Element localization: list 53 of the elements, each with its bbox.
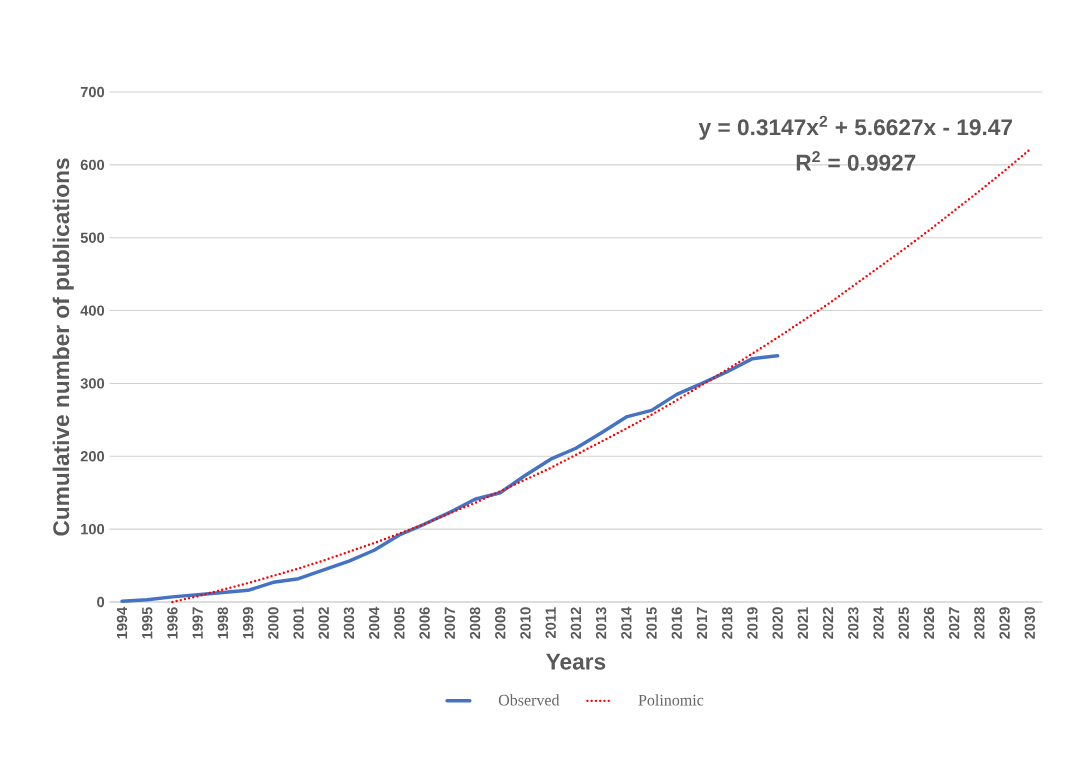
x-tick-label: 2013 bbox=[595, 607, 607, 639]
x-tick-label: 2012 bbox=[570, 607, 582, 639]
y-tick-label: 100 bbox=[81, 523, 105, 535]
x-tick-label: 1998 bbox=[217, 607, 229, 639]
line-series bbox=[120, 354, 780, 604]
x-tick-label: 1997 bbox=[192, 607, 203, 639]
x-tick-label: 2030 bbox=[1024, 607, 1035, 639]
annotation: R$^{2}$ = 0.9927 bbox=[796, 151, 916, 171]
x-tick-label: 2009 bbox=[495, 607, 506, 639]
x-tick-label: 2018 bbox=[722, 607, 733, 639]
x-tick-label: 2020 bbox=[772, 607, 783, 639]
x-tick-label: 2027 bbox=[948, 607, 960, 639]
x-tick-label: 2022 bbox=[822, 607, 834, 639]
legend-label: Polinomic bbox=[638, 694, 704, 706]
x-tick-label: 2014 bbox=[621, 606, 632, 639]
x-tick-label: 1999 bbox=[242, 607, 254, 639]
x-tick-label: 2028 bbox=[974, 607, 985, 639]
x-tick-label: 2007 bbox=[444, 607, 456, 639]
y-axis-title: Cumulative number of publications bbox=[52, 158, 74, 536]
y-tick-label: 700 bbox=[80, 86, 105, 98]
x-tick-label: 2005 bbox=[394, 607, 405, 639]
x-tick-label: 2029 bbox=[999, 607, 1010, 639]
y-tick-label: 200 bbox=[80, 451, 105, 462]
x-tick-label: 2006 bbox=[419, 607, 430, 639]
x-tick-label: 2021 bbox=[797, 607, 809, 639]
legend-label: Observed bbox=[498, 694, 560, 706]
x-tick-label: 2008 bbox=[469, 607, 481, 639]
y-tick-label: 400 bbox=[80, 305, 105, 316]
x-tick-label: 2023 bbox=[848, 607, 859, 639]
x-tick-label: 1996 bbox=[167, 607, 178, 639]
x-tick-label: 2001 bbox=[293, 607, 304, 639]
x-axis-title: Years bbox=[546, 653, 606, 670]
x-tick-label: 2002 bbox=[318, 607, 329, 639]
x-tick-label: 1994 bbox=[116, 606, 128, 639]
x-tick-label: 2016 bbox=[671, 607, 682, 639]
x-tick-label: 2000 bbox=[268, 607, 279, 639]
x-tick-label: 2010 bbox=[520, 607, 531, 639]
annotation: y = 0.3147x$^{2}$ + 5.6627x - 19.47 bbox=[698, 115, 1013, 140]
x-tick-label: 1995 bbox=[142, 607, 153, 639]
x-tick-label: 2011 bbox=[545, 607, 556, 639]
x-tick-label: 2019 bbox=[747, 607, 758, 639]
y-tick-label: 300 bbox=[80, 378, 105, 389]
line-series bbox=[171, 148, 1031, 604]
y-tick-label: 500 bbox=[80, 232, 105, 243]
x-tick-label: 2003 bbox=[343, 607, 355, 639]
x-tick-label: 2015 bbox=[646, 607, 657, 639]
x-tick-label: 2024 bbox=[873, 606, 884, 639]
x-tick-label: 2004 bbox=[368, 606, 380, 639]
x-tick-label: 2026 bbox=[923, 607, 935, 639]
y-tick-label: 0 bbox=[97, 596, 105, 608]
y-tick-label: 600 bbox=[80, 159, 105, 171]
x-tick-label: 2017 bbox=[696, 607, 708, 639]
x-tick-label: 2025 bbox=[898, 607, 909, 639]
